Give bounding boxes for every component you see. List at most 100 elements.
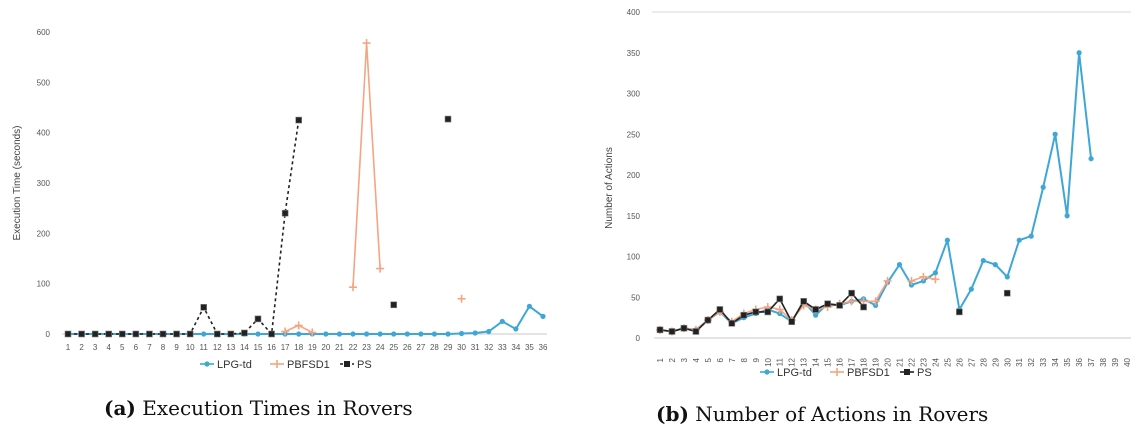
x-tick-label: 26: [955, 357, 964, 366]
data-point-ps: [692, 328, 700, 335]
x-tick-label: 19: [308, 343, 317, 352]
data-point-ps: [776, 295, 784, 303]
legend-label: LPG-td: [777, 367, 812, 379]
data-point-lpg-td: [992, 262, 998, 268]
data-point-pbfsd1: [349, 283, 357, 292]
x-tick-label: 18: [294, 343, 303, 352]
data-point-lpg-td: [1040, 184, 1046, 190]
data-point-ps: [227, 330, 235, 338]
data-point-ps: [764, 308, 772, 316]
data-point-lpg-td: [445, 331, 451, 337]
x-tick-label: 11: [200, 343, 209, 352]
legend-item-pbfsd1: PBFSD1: [270, 359, 330, 371]
caption-b-text: Number of Actions in Rovers: [695, 402, 989, 426]
data-point-ps: [444, 115, 452, 123]
data-point-lpg-td: [296, 331, 302, 337]
data-point-ps: [173, 330, 180, 338]
data-point-ps: [704, 316, 712, 324]
data-point-ps: [812, 306, 819, 313]
legend-label: PBFSD1: [287, 359, 330, 371]
x-tick-label: 8: [161, 343, 166, 352]
data-point-ps: [118, 330, 126, 338]
data-point-ps: [728, 320, 736, 327]
x-tick-label: 12: [788, 357, 797, 366]
x-tick-label: 38: [1099, 357, 1108, 366]
x-tick-label: 2: [79, 343, 84, 352]
data-point-lpg-td: [1016, 237, 1022, 243]
y-tick-label: 500: [37, 78, 51, 87]
data-point-ps: [860, 303, 867, 311]
data-point-ps: [656, 326, 664, 334]
data-point-ps: [241, 329, 248, 337]
x-tick-label: 29: [444, 343, 453, 352]
x-tick-label: 18: [860, 357, 869, 366]
data-point-ps: [281, 209, 289, 217]
data-point-pbfsd1: [847, 297, 856, 306]
x-tick-label: 4: [106, 343, 111, 352]
x-tick-label: 9: [752, 357, 761, 362]
x-tick-label: 10: [764, 357, 773, 366]
data-point-lpg-td: [908, 282, 915, 288]
data-point-pbfsd1: [871, 297, 880, 306]
x-tick-label: 2: [668, 357, 677, 362]
x-tick-label: 21: [895, 357, 904, 366]
data-point-ps: [680, 324, 688, 332]
x-tick-label: 14: [812, 357, 821, 366]
data-point-ps: [824, 300, 831, 308]
x-tick-label: 23: [919, 357, 928, 366]
y-tick-label: 100: [37, 280, 51, 289]
caption-a-text: Execution Times in Rovers: [142, 396, 413, 420]
data-point-lpg-td: [350, 331, 356, 337]
x-tick-label: 11: [776, 357, 785, 366]
y-tick-label: 300: [627, 90, 641, 99]
legend-marker: [764, 369, 770, 375]
data-point-lpg-td: [255, 331, 261, 337]
data-point-lpg-td: [323, 331, 329, 337]
data-point-ps: [146, 330, 153, 338]
data-point-lpg-td: [1004, 274, 1010, 280]
data-point-pbfsd1: [931, 275, 940, 284]
x-tick-label: 25: [389, 343, 398, 352]
data-point-pbfsd1: [907, 276, 916, 285]
x-tick-label: 10: [186, 343, 195, 352]
data-point-ps: [213, 330, 221, 338]
data-point-ps: [132, 330, 140, 338]
x-tick-label: 22: [907, 357, 916, 366]
y-tick-label: 100: [627, 253, 641, 262]
x-tick-label: 34: [1051, 357, 1060, 366]
data-point-lpg-td: [458, 330, 465, 337]
x-tick-label: 23: [362, 343, 371, 352]
data-point-lpg-td: [431, 331, 438, 337]
x-tick-label: 24: [376, 343, 385, 352]
data-point-ps: [800, 298, 807, 305]
data-point-lpg-td: [472, 330, 478, 336]
x-tick-label: 35: [1063, 357, 1072, 366]
y-tick-label: 200: [37, 229, 51, 238]
legend-item-lpg-td: LPG-td: [200, 359, 252, 371]
data-point-ps: [159, 330, 167, 338]
data-point-lpg-td: [540, 313, 546, 319]
legend-item-pbfsd1: PBFSD1: [830, 367, 890, 379]
x-tick-label: 1: [656, 357, 665, 362]
data-point-pbfsd1: [308, 328, 317, 337]
x-tick-label: 36: [539, 343, 548, 352]
series-line-ps: [659, 292, 865, 333]
data-point-ps: [836, 302, 843, 309]
data-point-pbfsd1: [362, 39, 371, 48]
x-tick-label: 29: [991, 357, 1000, 366]
data-point-lpg-td: [201, 331, 207, 337]
x-tick-label: 7: [147, 343, 152, 352]
data-point-lpg-td: [1076, 50, 1082, 56]
legend-marker: [204, 361, 210, 367]
y-tick-label: 200: [627, 171, 641, 180]
data-point-lpg-td: [377, 331, 383, 337]
data-point-lpg-td: [486, 328, 492, 335]
x-tick-label: 7: [728, 357, 737, 362]
data-point-lpg-td: [1028, 233, 1034, 239]
legend-item-lpg-td: LPG-td: [760, 367, 812, 379]
data-point-pbfsd1: [294, 321, 303, 330]
x-tick-label: 5: [120, 343, 125, 352]
x-tick-label: 20: [321, 343, 330, 352]
